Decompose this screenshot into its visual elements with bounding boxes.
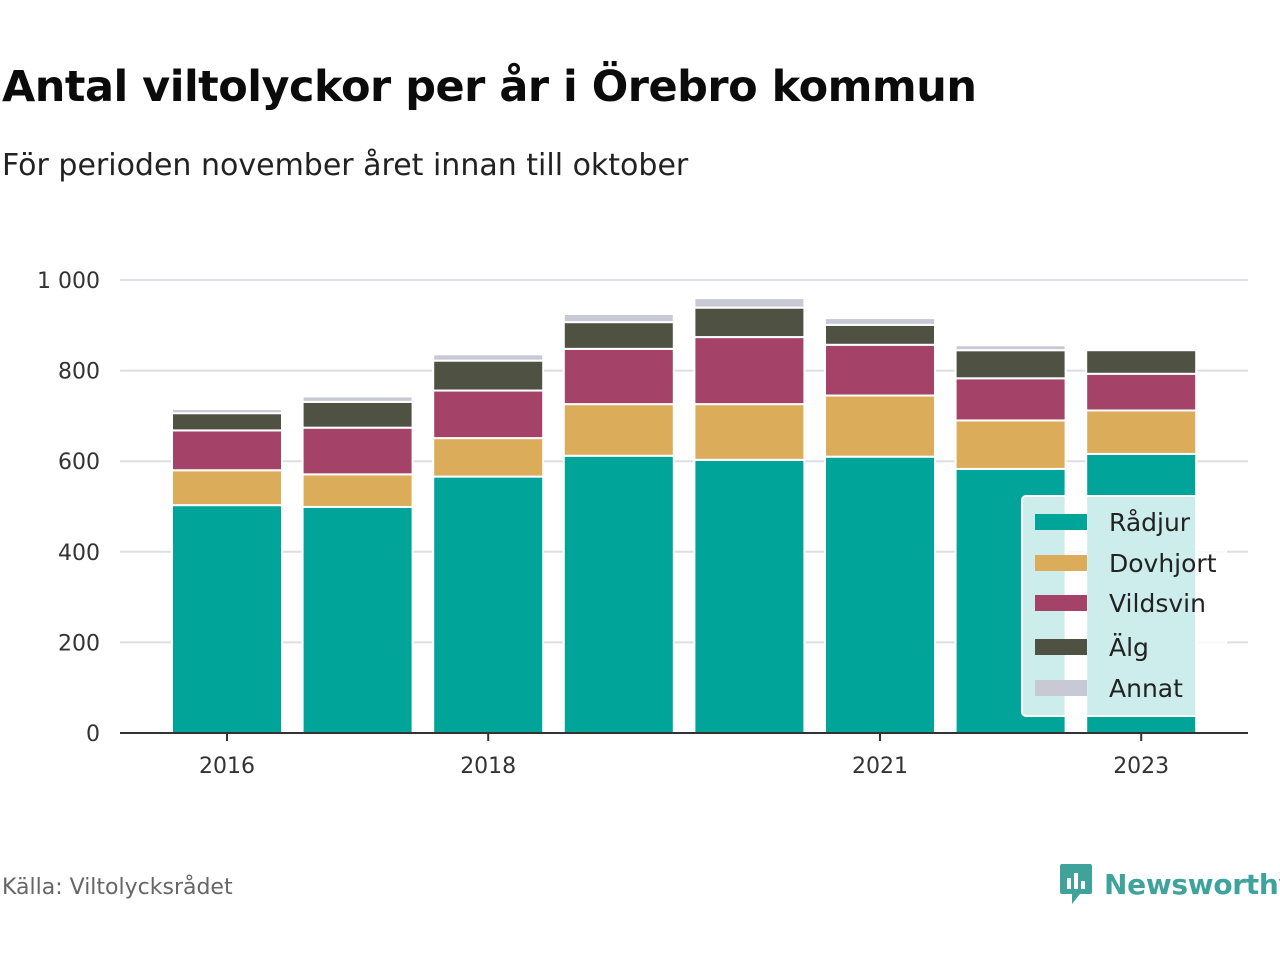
bar-segment [954, 377, 1067, 422]
bar-segment [824, 343, 936, 397]
bar-segment [171, 504, 283, 734]
bar-segment [432, 353, 545, 362]
bar-segment [432, 437, 545, 478]
bar-segment [432, 475, 545, 734]
bar-segment [562, 403, 675, 457]
bar-segment [171, 412, 283, 432]
y-tick-label: 1 000 [37, 269, 100, 294]
chart-subtitle: För perioden november året innan till ok… [2, 148, 689, 183]
bar-segment [301, 473, 414, 508]
x-tick-label: 2023 [1113, 754, 1169, 779]
legend-label: Rådjur [1109, 508, 1191, 537]
bar-segment [954, 419, 1067, 470]
newsworthy-logo-icon [1060, 864, 1092, 904]
y-tick-label: 800 [58, 360, 100, 385]
bar-segment [693, 403, 806, 461]
bar-segment [301, 400, 414, 429]
x-tick-label: 2018 [460, 754, 516, 779]
bar-segment [824, 394, 936, 458]
bar-segment [693, 336, 806, 406]
bar-segment [954, 344, 1067, 352]
chart-title: Antal viltolyckor per år i Örebro kommun [2, 62, 977, 112]
bar-segment [562, 321, 675, 350]
bar-segment [432, 359, 545, 392]
x-tick-label: 2016 [199, 754, 255, 779]
bar-segment [1085, 349, 1198, 375]
bar-segment [301, 395, 414, 403]
legend-label: Vildsvin [1109, 589, 1206, 618]
legend-swatch [1035, 595, 1087, 611]
y-tick-label: 200 [58, 631, 100, 656]
bar-segment [693, 458, 806, 734]
y-tick-label: 0 [86, 722, 100, 747]
legend: Rådjur Dovhjort Vildsvin Älg Annat [1021, 495, 1227, 717]
legend-box [1021, 495, 1227, 717]
bar-segment [562, 312, 675, 324]
y-tick-label: 400 [58, 541, 100, 566]
bar-segment [171, 408, 283, 415]
brand-logo[interactable]: Newsworthy [1058, 862, 1280, 906]
bar-segment [432, 389, 545, 440]
bar-segment [824, 317, 936, 326]
legend-swatch [1035, 514, 1087, 530]
legend-label: Älg [1109, 633, 1149, 662]
bar-segment [693, 297, 806, 309]
legend-swatch [1035, 680, 1087, 696]
bar-segment [824, 455, 936, 734]
bar-segment [1085, 372, 1198, 412]
legend-label: Dovhjort [1109, 549, 1217, 578]
bar-segment [171, 429, 283, 472]
legend-swatch [1035, 639, 1087, 655]
legend-swatch [1035, 555, 1087, 571]
bar-segment [301, 505, 414, 734]
bar-segment [301, 426, 414, 476]
bar-segment [1085, 409, 1198, 455]
bar-segment [954, 349, 1067, 380]
bar-segment [824, 323, 936, 346]
bar-segment [171, 469, 283, 507]
source-note: Källa: Viltolycksrådet [2, 875, 233, 900]
bar-segment [562, 454, 675, 734]
bar-segment [562, 347, 675, 406]
axes: 0 200 400 600 800 1 000 2016 2018 2021 2023 [37, 269, 1248, 779]
y-tick-label: 600 [58, 450, 100, 475]
bar-segment [693, 306, 806, 339]
x-tick-label: 2021 [852, 754, 908, 779]
legend-label: Annat [1109, 674, 1183, 703]
brand-name: Newsworthy [1104, 867, 1280, 901]
